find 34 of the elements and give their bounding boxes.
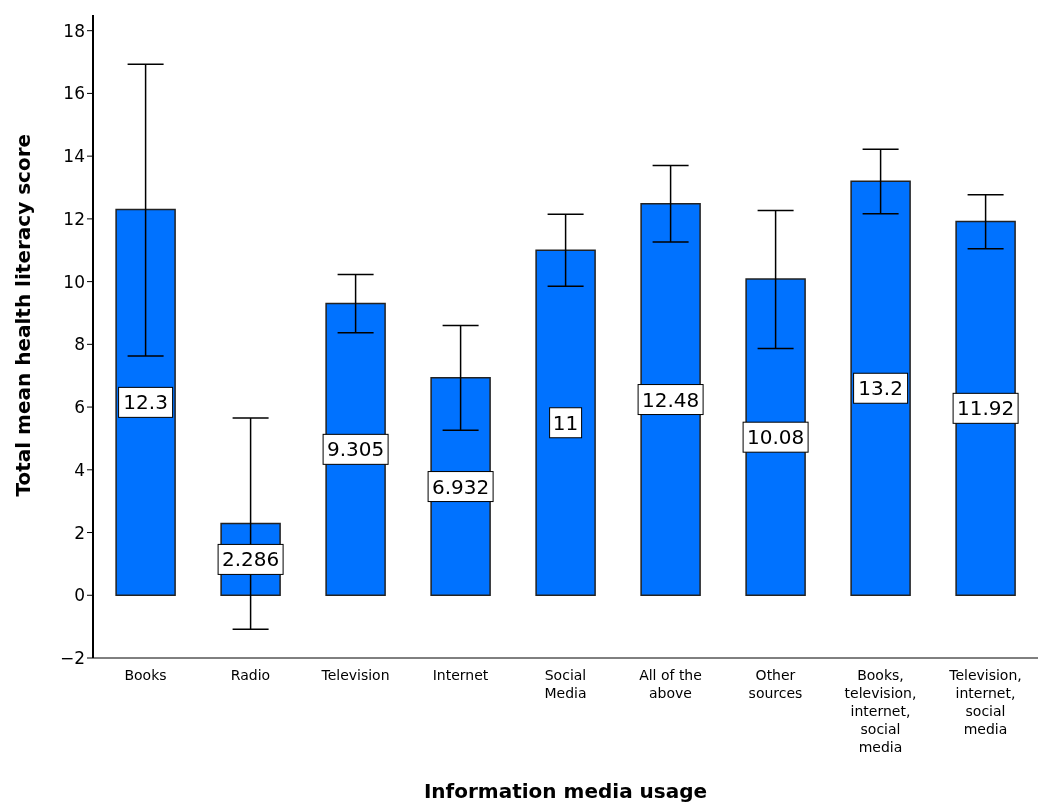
y-tick-label: 12 (63, 208, 85, 229)
y-tick-label: 10 (63, 271, 85, 292)
x-tick-label: Books (124, 667, 167, 683)
x-tick-label: Social Media (544, 667, 587, 701)
x-tick-label: Internet (432, 667, 489, 683)
data-label: 12.48 (641, 387, 700, 412)
x-tick-label: Television (320, 667, 390, 683)
y-tick-label: 14 (63, 146, 85, 167)
x-tick-label: Books, television, internet, social media (844, 667, 917, 755)
y-tick-label: −2 (59, 648, 85, 669)
data-label: 11 (552, 410, 579, 435)
x-tick-label: Television, internet, social media (948, 667, 1022, 737)
y-tick-label: 18 (63, 20, 85, 41)
data-label: 9.305 (326, 437, 385, 462)
y-tick-label: 0 (74, 585, 85, 606)
data-label: 13.2 (858, 376, 903, 401)
bar (115, 208, 176, 597)
y-tick-label: 8 (74, 334, 85, 355)
data-label: 11.92 (956, 396, 1015, 421)
bar (850, 180, 911, 597)
data-label: 10.08 (746, 425, 805, 450)
x-tick-label: Other sources (748, 667, 803, 701)
y-tick-label: 4 (74, 459, 85, 480)
data-label: 6.932 (431, 474, 490, 499)
x-tick-label: All of the above (639, 667, 702, 701)
y-axis-title: Total mean health literacy score (11, 133, 36, 497)
bar (535, 249, 596, 597)
x-axis-title: Information media usage (423, 779, 708, 803)
y-tick-label: 16 (63, 83, 85, 104)
x-tick-label: Radio (230, 667, 271, 683)
data-label: 12.3 (123, 390, 168, 415)
y-tick-label: 2 (74, 522, 85, 543)
data-label: 2.286 (221, 547, 280, 572)
y-tick-label: 6 (74, 397, 85, 418)
